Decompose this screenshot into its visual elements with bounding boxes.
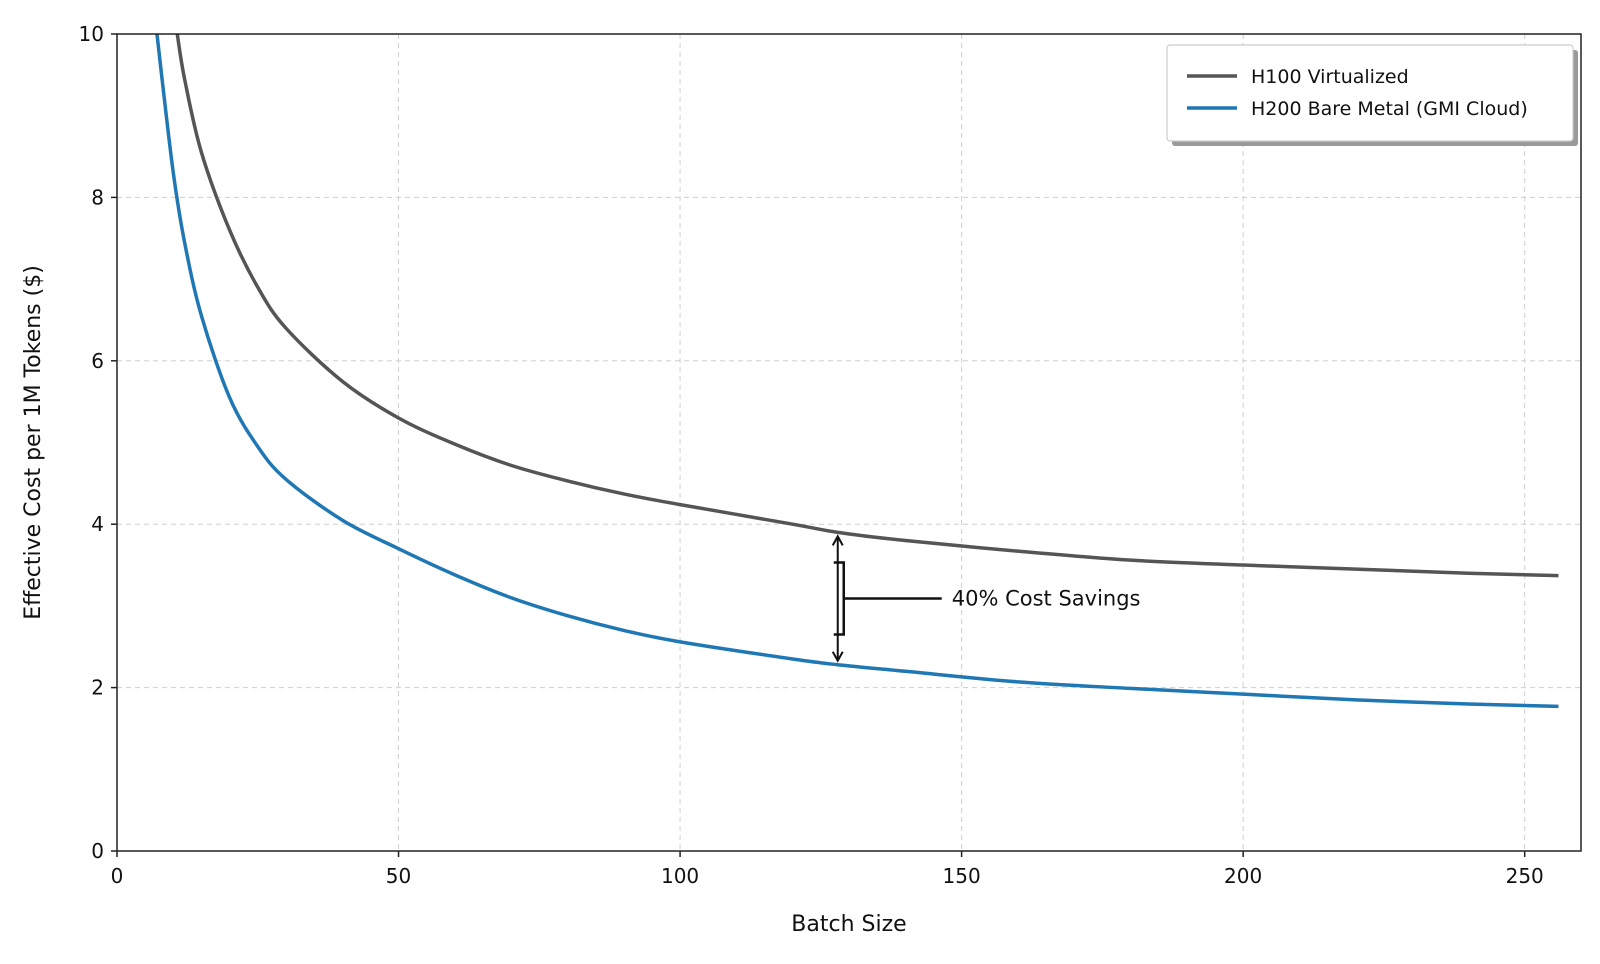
arrow-head-up xyxy=(831,534,844,546)
y-tick-label: 8 xyxy=(91,185,104,209)
x-tick-label: 50 xyxy=(386,864,411,888)
annotation-bracket xyxy=(833,561,845,636)
series-line-1 xyxy=(155,34,1559,709)
legend-label: H100 Virtualized xyxy=(1251,66,1409,88)
grid xyxy=(117,33,1581,851)
axes xyxy=(111,33,1582,857)
x-tick-label: 200 xyxy=(1224,864,1262,888)
y-tick-label: 4 xyxy=(91,512,104,536)
series-lines xyxy=(155,34,1559,709)
y-tick-label: 2 xyxy=(91,676,104,700)
plot-frame xyxy=(116,33,1582,852)
x-tick-label: 100 xyxy=(661,864,699,888)
legend: H100 Virtualized H200 Bare Metal (GMI Clo… xyxy=(1166,44,1578,146)
y-tick-label: 6 xyxy=(91,349,104,373)
legend-label: H200 Bare Metal (GMI Cloud) xyxy=(1251,98,1528,120)
y-tick-label: 0 xyxy=(91,839,104,863)
x-tick-label: 0 xyxy=(111,864,124,888)
x-axis-label: Batch Size xyxy=(791,912,906,937)
x-tick-label: 250 xyxy=(1506,864,1544,888)
annotation-label: 40% Cost Savings xyxy=(952,587,1141,611)
y-tick-label: 10 xyxy=(79,22,104,46)
y-axis-label: Effective Cost per 1M Tokens ($) xyxy=(21,265,46,620)
legend-box xyxy=(1166,44,1574,142)
tick-labels: 0 50 100 150 200 250 0 2 4 6 8 10 xyxy=(79,22,1544,888)
annotation: 40% Cost Savings xyxy=(831,534,1141,663)
x-tick-label: 150 xyxy=(943,864,981,888)
series-line-0 xyxy=(175,34,1559,578)
arrow-head-down xyxy=(831,651,844,663)
